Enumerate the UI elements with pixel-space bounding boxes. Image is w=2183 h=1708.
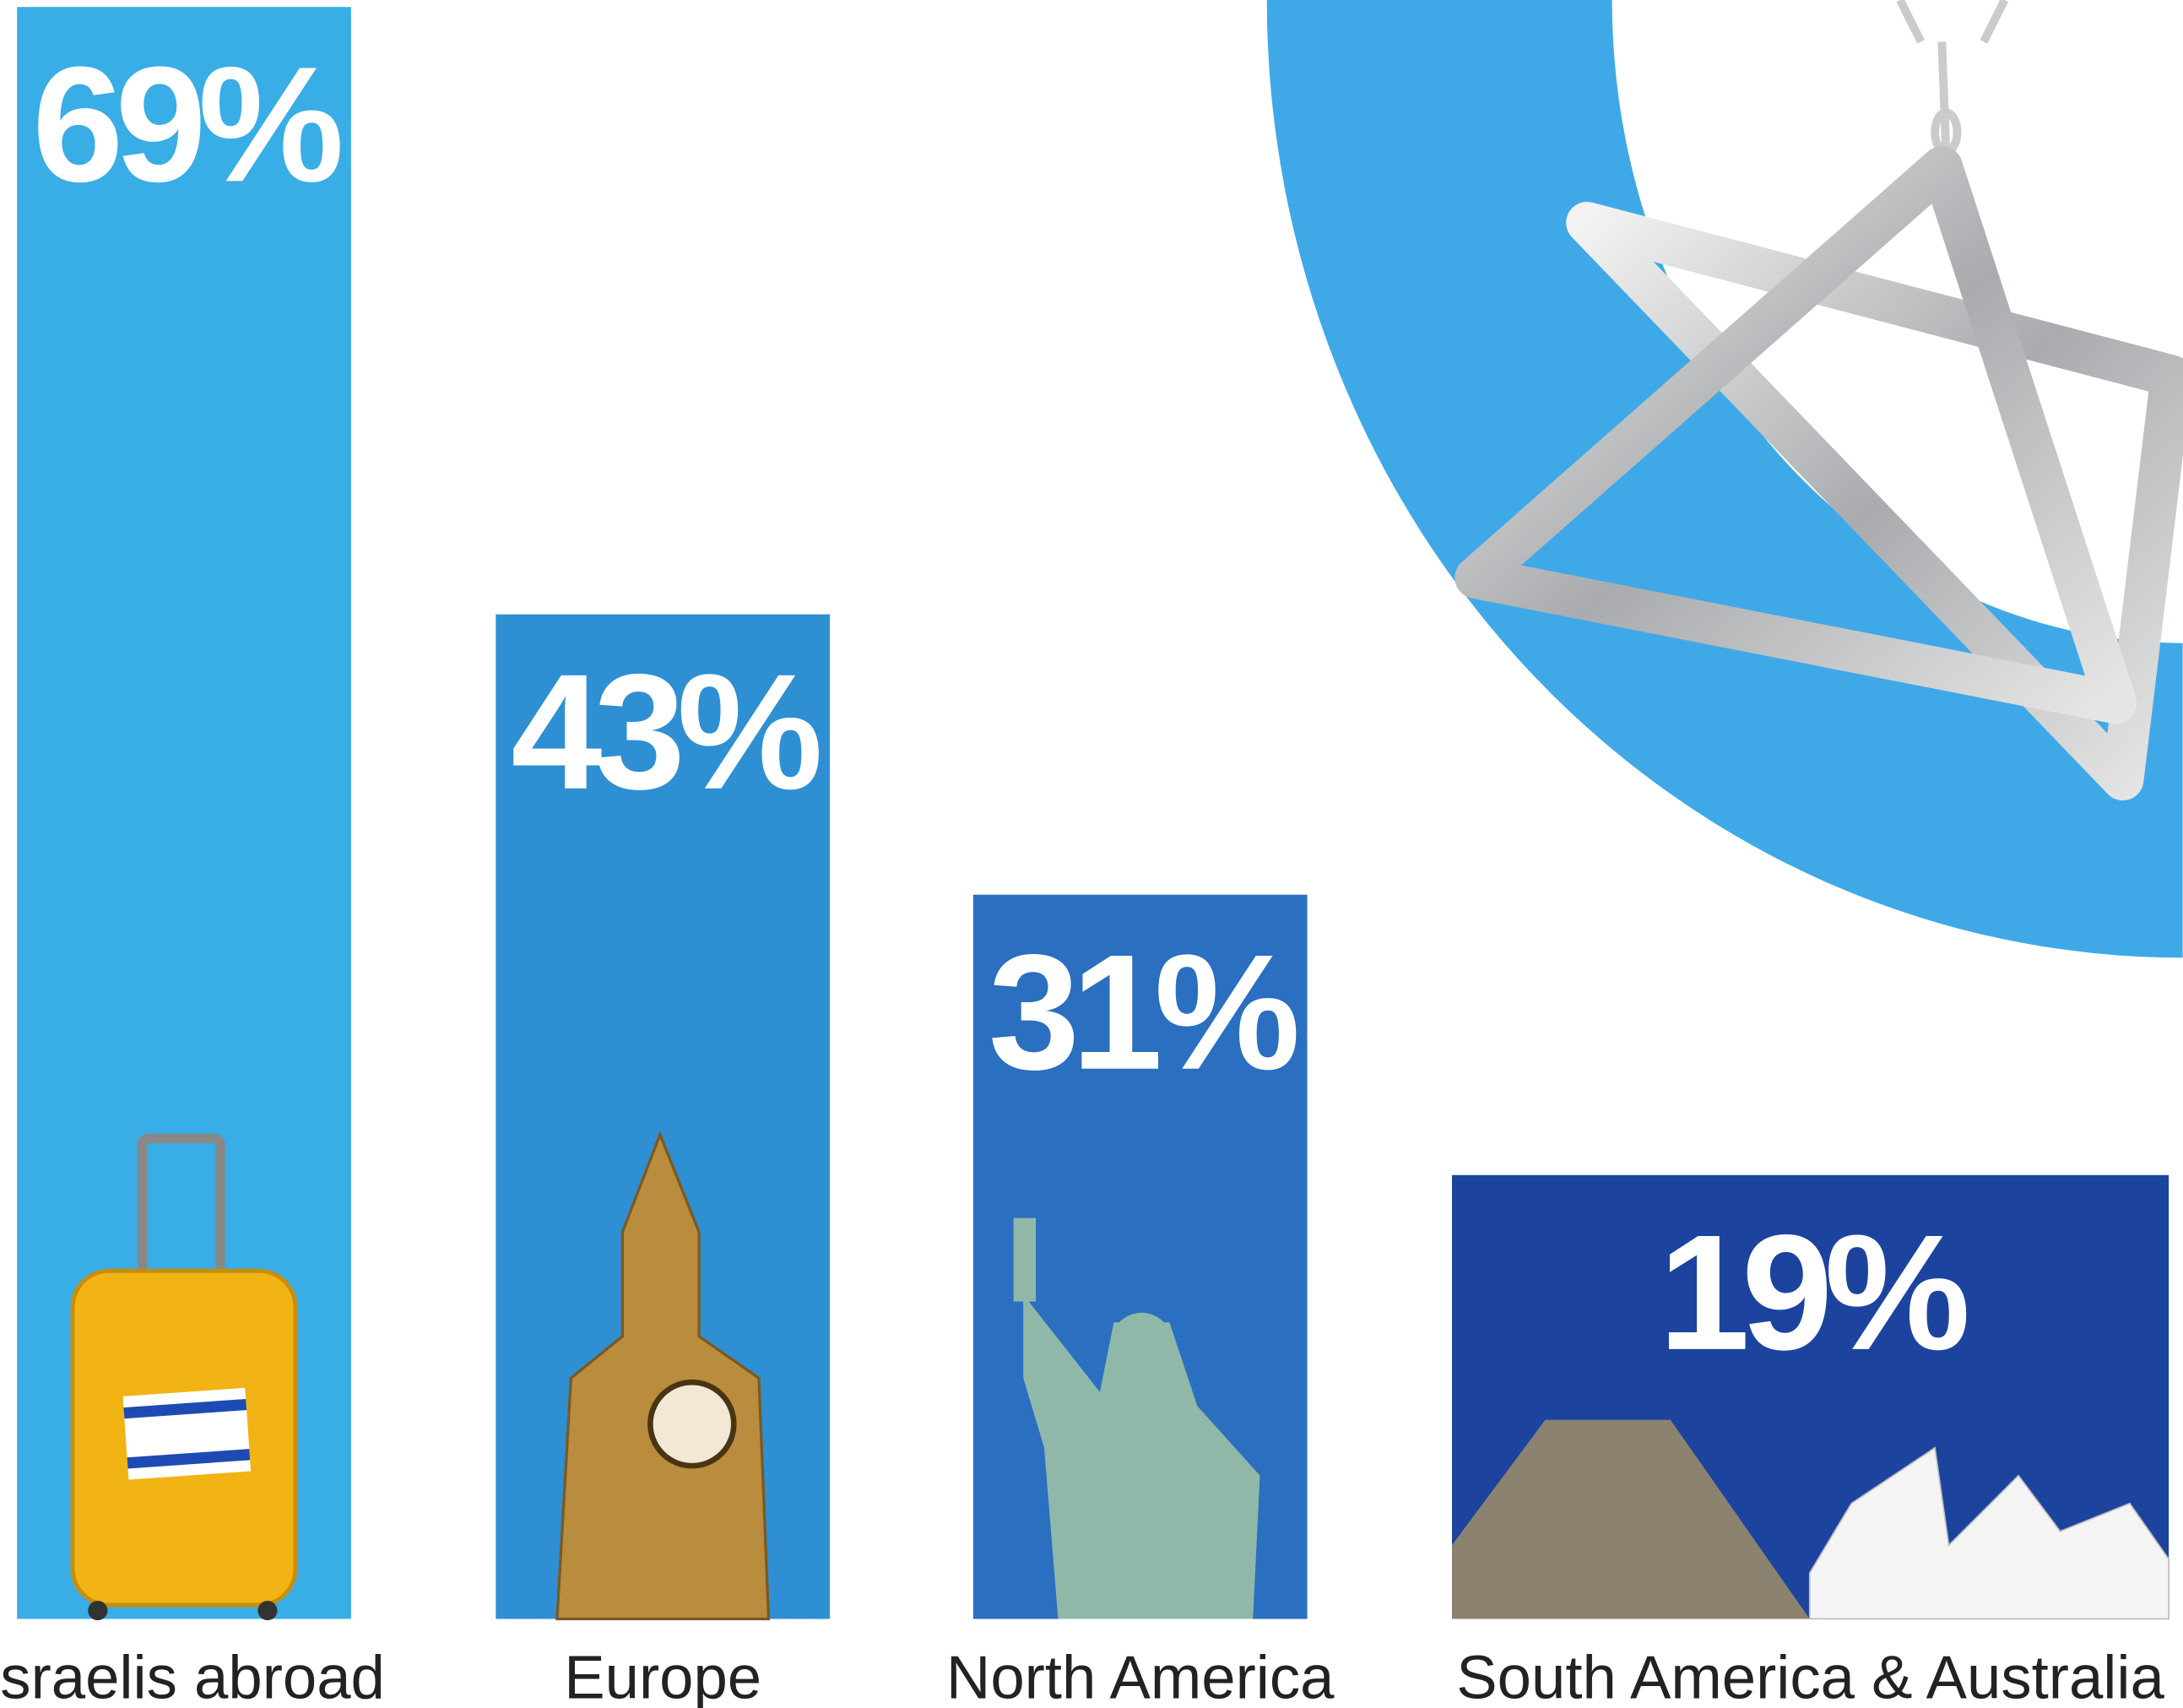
landmarks — [1452, 1419, 2169, 1620]
statue-of-liberty — [1013, 1217, 1260, 1619]
value-label: 69% — [32, 33, 340, 216]
category-label: North America — [946, 1643, 1335, 1708]
category-label: South America & Australia — [1456, 1643, 2164, 1708]
value-label: 43% — [511, 641, 819, 824]
big-ben — [555, 1131, 771, 1621]
decor-ring — [1266, 0, 2183, 958]
value-label: 31% — [989, 921, 1297, 1104]
value-label: 19% — [1659, 1201, 1967, 1385]
category-label: Israelis abroad — [0, 1643, 385, 1708]
decor-chain — [1896, 0, 2008, 156]
decor-star — [1454, 146, 2183, 801]
labels: 69% Israelis abroad 43% Europe 31% North Amer… — [0, 33, 2165, 1708]
suitcase — [70, 1133, 298, 1621]
category-label: Europe — [564, 1643, 761, 1708]
